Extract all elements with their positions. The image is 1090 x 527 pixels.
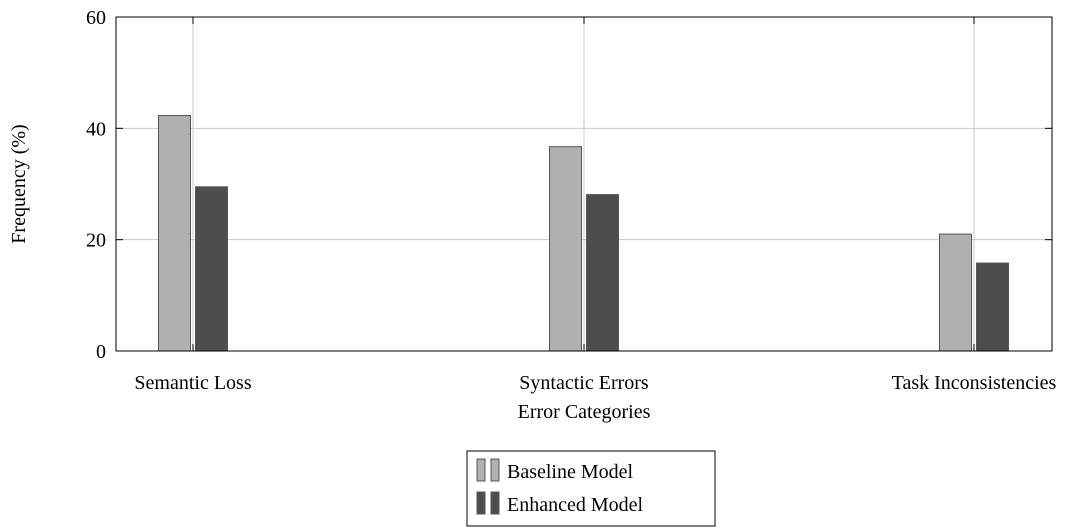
y-tick-label: 40: [86, 118, 106, 140]
legend: Baseline Model Enhanced Model: [466, 450, 716, 527]
x-tick-label: Task Inconsistencies: [892, 372, 1057, 394]
axis-labels: 0 20 40 60 Semantic Loss Syntactic Errors Task…: [86, 7, 1057, 394]
legend-swatch: [476, 491, 486, 515]
legend-box: [466, 450, 716, 527]
baseline-bar: [158, 115, 191, 352]
enhanced-bar: [976, 262, 1009, 352]
x-tick-label: Syntactic Errors: [519, 372, 649, 394]
baseline-bar: [549, 146, 582, 352]
grid-lines: [116, 17, 1052, 351]
legend-label: Enhanced Model: [507, 494, 644, 516]
x-axis-label: Error Categories: [518, 401, 651, 423]
enhanced-bar: [195, 186, 228, 352]
bar-series: [158, 115, 1009, 352]
legend-swatch: [490, 458, 500, 482]
legend-label: Baseline Model: [507, 461, 634, 483]
legend-swatch: [490, 491, 500, 515]
enhanced-bar: [586, 194, 619, 352]
x-tick-label: Semantic Loss: [134, 372, 251, 394]
y-axis-label: Frequency (%): [8, 124, 30, 243]
legend-swatch: [476, 458, 486, 482]
y-tick-label: 60: [86, 7, 106, 29]
y-tick-label: 20: [86, 230, 106, 252]
baseline-bar: [939, 233, 972, 352]
y-tick-label: 0: [96, 341, 106, 363]
axis-ticks: [116, 16, 1052, 352]
